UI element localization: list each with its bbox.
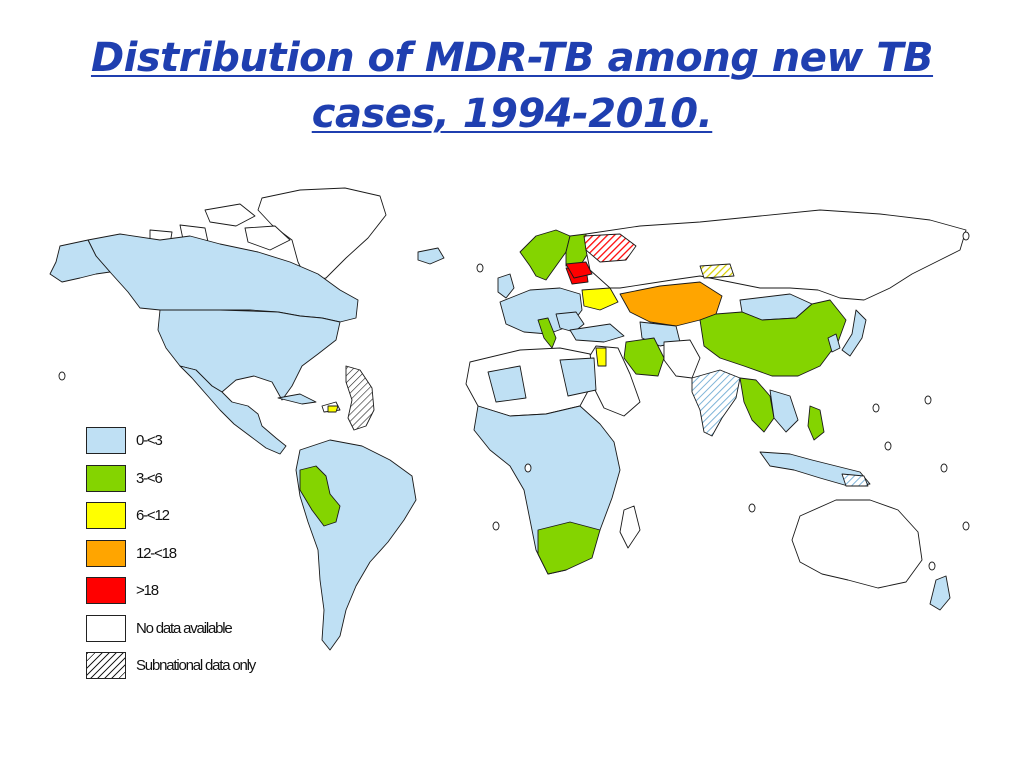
legend-label: 0-<3 xyxy=(136,432,163,449)
iceland xyxy=(417,247,445,265)
legend-item: 6-<12 xyxy=(86,500,346,538)
peru-ecuador xyxy=(299,465,341,527)
uk xyxy=(497,273,515,299)
legend-swatch xyxy=(86,464,126,492)
southeast-asia xyxy=(739,377,775,433)
afghanistan-pakistan xyxy=(663,339,701,379)
italy xyxy=(537,317,557,349)
algeria xyxy=(487,365,527,403)
legend-item: 3-<6 xyxy=(86,463,346,501)
ukraine xyxy=(581,287,619,311)
legend-label: >18 xyxy=(136,582,159,599)
map-legend: 0-<3 3-<6 6-<12 12-<18 >18 No data available S… xyxy=(86,425,346,688)
philippines xyxy=(807,405,825,441)
india xyxy=(691,369,741,437)
southern-africa-green xyxy=(537,521,601,575)
legend-label: 6-<12 xyxy=(136,507,170,524)
russia-red-west xyxy=(565,261,593,279)
australia xyxy=(791,499,923,589)
japan xyxy=(841,309,867,357)
indonesia xyxy=(759,451,871,487)
caribbean-inset xyxy=(345,365,375,431)
legend-swatch xyxy=(86,614,126,642)
new-zealand xyxy=(929,575,951,611)
mexico xyxy=(179,365,287,455)
legend-swatch xyxy=(86,652,126,679)
legend-swatch xyxy=(86,539,126,567)
russia xyxy=(585,209,967,301)
dominican-republic xyxy=(327,405,339,413)
legend-item: >18 xyxy=(86,575,346,613)
iran xyxy=(623,337,665,377)
legend-label: Subnational data only xyxy=(136,657,256,674)
china xyxy=(699,299,847,377)
korea xyxy=(827,333,841,353)
legend-item: 12-<18 xyxy=(86,538,346,576)
legend-swatch xyxy=(86,427,126,454)
alaska xyxy=(49,239,111,283)
levant xyxy=(595,347,607,367)
map-title: Distribution of MDR-TB among new TB case… xyxy=(0,30,1024,142)
russia-northwest-hatched xyxy=(583,233,637,263)
title-line-1: Distribution of MDR-TB among new TB xyxy=(90,35,934,81)
legend-swatch xyxy=(86,577,126,604)
legend-swatch xyxy=(86,502,126,529)
balkans xyxy=(555,311,585,333)
legend-item: Subnational data only xyxy=(86,650,346,688)
egypt-libya xyxy=(559,357,597,397)
indonesia-hatched xyxy=(841,473,869,487)
madagascar xyxy=(619,505,641,549)
usa xyxy=(157,309,341,401)
legend-item: No data available xyxy=(86,613,346,651)
legend-label: No data available xyxy=(136,619,233,637)
world-map xyxy=(49,187,970,651)
legend-label: 3-<6 xyxy=(136,469,163,487)
cuba xyxy=(277,393,317,405)
title-line-2: cases, 1994-2010. xyxy=(311,91,713,137)
indochina xyxy=(769,389,799,433)
russia-siberia-hatched xyxy=(699,263,735,279)
legend-label: 12-<18 xyxy=(136,544,177,562)
turkey xyxy=(569,323,625,343)
legend-item: 0-<3 xyxy=(86,425,346,463)
scandinavia xyxy=(519,229,571,281)
